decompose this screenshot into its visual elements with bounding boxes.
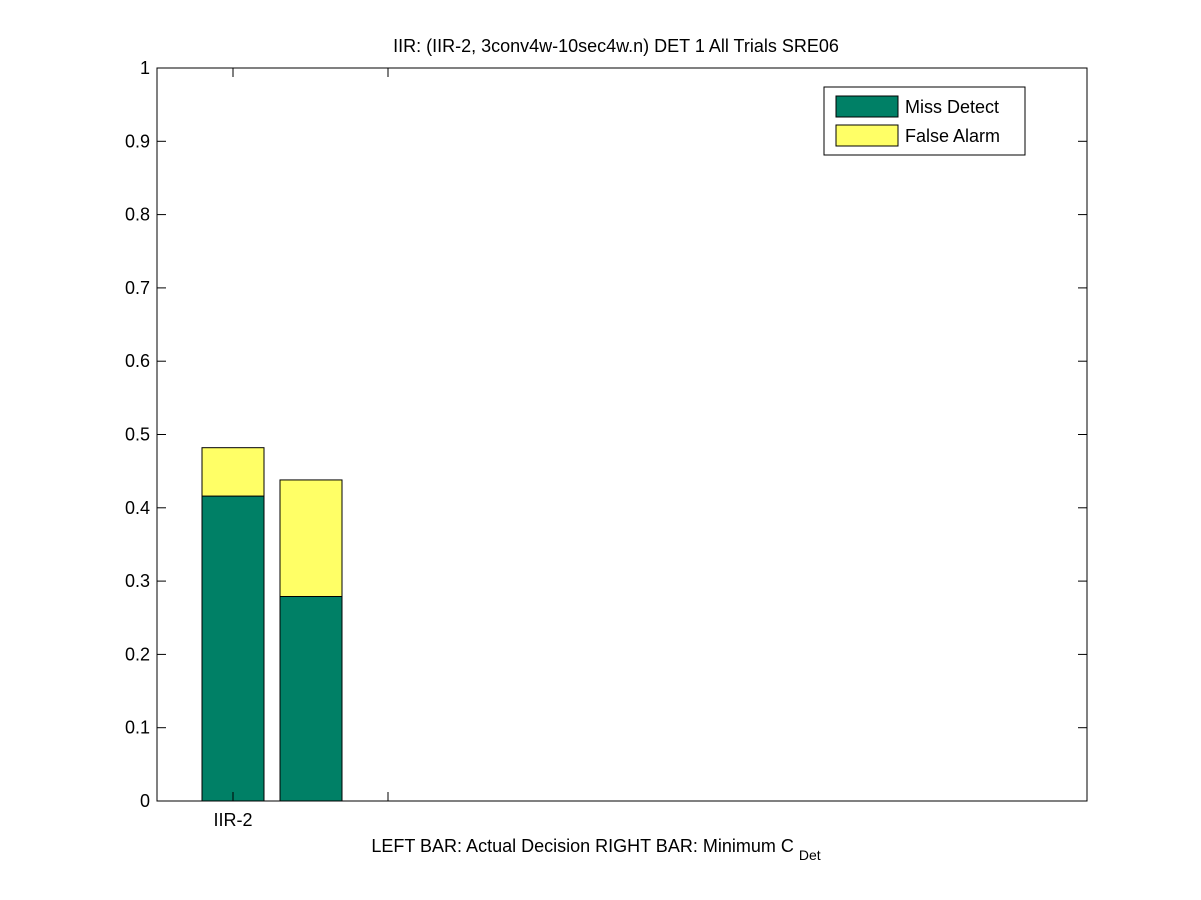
y-tick-label: 0.6 xyxy=(125,351,150,371)
y-tick-label: 0.9 xyxy=(125,131,150,151)
y-tick-label: 0.8 xyxy=(125,205,150,225)
y-tick-label: 0.7 xyxy=(125,278,150,298)
y-tick-label: 0.5 xyxy=(125,425,150,445)
y-tick-label: 0 xyxy=(140,791,150,811)
legend: Miss Detect False Alarm xyxy=(823,86,1026,156)
y-tick-label: 0.4 xyxy=(125,498,150,518)
bar-miss-detect xyxy=(201,495,265,802)
legend-swatch xyxy=(835,95,899,118)
bars xyxy=(201,447,343,802)
xlabel-subscript: Det xyxy=(799,847,821,863)
xlabel-left: LEFT BAR: Actual Decision xyxy=(371,836,590,856)
chart-title: IIR: (IIR-2, 3conv4w-10sec4w.n) DET 1 Al… xyxy=(393,36,839,56)
y-tick-label: 0.3 xyxy=(125,571,150,591)
bar-miss-detect xyxy=(279,595,343,802)
xlabel-right: RIGHT BAR: Minimum C xyxy=(595,836,794,856)
y-tick-label: 0.1 xyxy=(125,718,150,738)
legend-swatch xyxy=(835,124,899,147)
bar-false-alarm xyxy=(201,447,265,497)
y-tick-label: 1 xyxy=(140,58,150,78)
y-tick-label: 0.2 xyxy=(125,644,150,664)
x-axis-label: LEFT BAR: Actual Decision RIGHT BAR: Min… xyxy=(371,836,820,863)
x-tick-label: IIR-2 xyxy=(213,810,252,830)
legend-label: False Alarm xyxy=(905,126,1000,146)
ticks: 0 0.1 0.2 0.3 0.4 0.5 0.6 0.7 0.8 0.9 1 IIR-2 xyxy=(125,58,1087,830)
bar-false-alarm xyxy=(279,479,343,597)
legend-label: Miss Detect xyxy=(905,97,999,117)
